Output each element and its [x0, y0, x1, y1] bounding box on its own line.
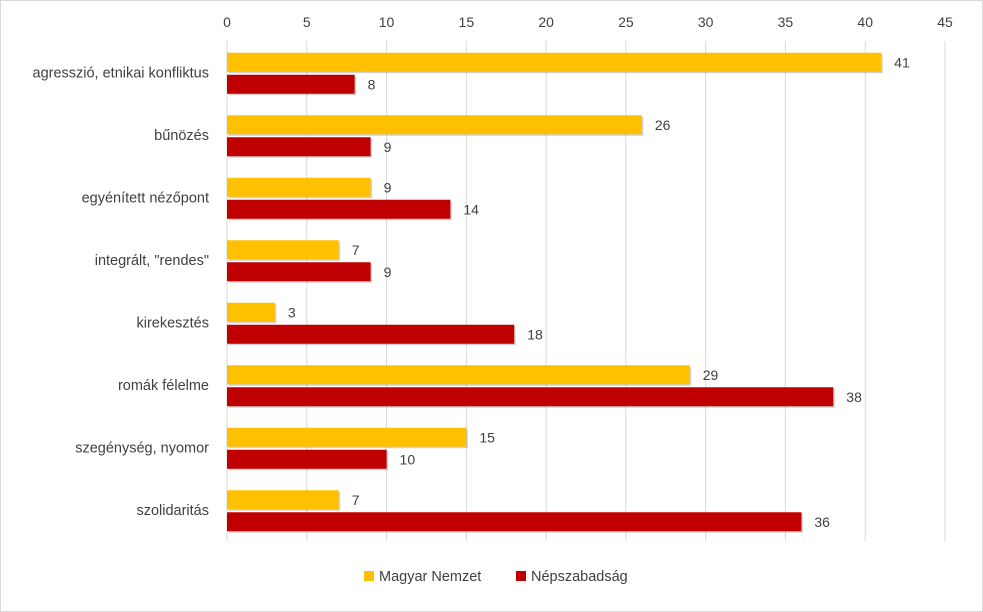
x-tick-label: 30: [698, 14, 714, 30]
bar: [227, 240, 339, 260]
category-label: romák félelme: [118, 378, 209, 394]
data-label: 10: [400, 451, 416, 467]
category-labels: agresszió, etnikai konfliktus bűnözés egyé…: [33, 65, 210, 519]
data-label: 9: [384, 264, 392, 280]
bar: [227, 427, 467, 447]
x-tick-label: 40: [857, 14, 873, 30]
bar: [227, 137, 371, 157]
bar: [227, 512, 802, 532]
category-label: szolidaritás: [136, 503, 209, 519]
x-tick-label: 20: [538, 14, 554, 30]
bar: [227, 387, 834, 407]
data-label: 14: [463, 201, 479, 217]
data-label: 36: [814, 514, 830, 530]
bar: [227, 115, 642, 135]
bar: [227, 177, 371, 197]
data-label: 9: [384, 139, 392, 155]
x-tick-label: 45: [937, 14, 953, 30]
data-label: 3: [288, 304, 296, 320]
data-label: 26: [655, 117, 671, 133]
x-axis-ticks: 0 5 10 15 20 25 30 35 40 45: [223, 14, 953, 30]
category-label: szegénység, nyomor: [75, 440, 209, 456]
bar: [227, 199, 451, 219]
category-label: kirekesztés: [136, 315, 209, 331]
legend: Magyar Nemzet Népszabadság: [364, 569, 628, 585]
x-tick-label: 10: [379, 14, 395, 30]
category-label: egyénített nézőpont: [82, 190, 209, 206]
bar: [227, 324, 515, 344]
data-labels: 41 8 26 9 9 14 7 9 3 18 29 38 15 10 7 36: [288, 54, 910, 530]
bar: [227, 52, 882, 72]
data-label: 7: [352, 242, 360, 258]
x-tick-label: 35: [778, 14, 794, 30]
category-label: bűnözés: [154, 128, 209, 144]
legend-swatch: [516, 571, 526, 581]
data-label: 8: [368, 76, 376, 92]
data-label: 9: [384, 179, 392, 195]
bar: [227, 490, 339, 510]
data-label: 29: [703, 367, 719, 383]
bar: [227, 449, 387, 469]
bar: [227, 262, 371, 282]
legend-label: Magyar Nemzet: [379, 569, 481, 585]
category-label: integrált, "rendes": [95, 253, 209, 269]
x-tick-label: 15: [459, 14, 475, 30]
x-tick-label: 5: [303, 14, 311, 30]
bar: [227, 365, 690, 385]
data-label: 41: [894, 54, 910, 70]
x-tick-label: 0: [223, 14, 231, 30]
bar: [227, 74, 355, 94]
data-label: 38: [846, 389, 862, 405]
data-label: 15: [479, 429, 495, 445]
data-label: 18: [527, 326, 543, 342]
x-tick-label: 25: [618, 14, 634, 30]
legend-label: Népszabadság: [531, 569, 628, 585]
data-label: 7: [352, 492, 360, 508]
bars: [227, 52, 883, 533]
bar: [227, 302, 275, 322]
category-label: agresszió, etnikai konfliktus: [33, 65, 210, 81]
legend-swatch: [364, 571, 374, 581]
